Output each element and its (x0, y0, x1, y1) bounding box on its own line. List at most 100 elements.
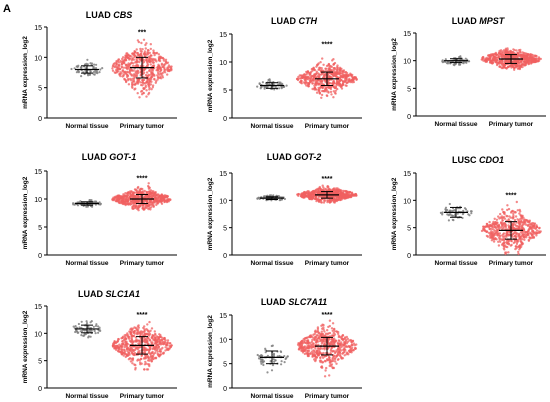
data-point (150, 360, 153, 363)
data-point (303, 78, 307, 82)
data-point (526, 224, 530, 227)
data-point (503, 66, 506, 69)
data-point (441, 211, 444, 214)
data-point (130, 79, 133, 82)
y-tick-label: 10 (34, 55, 42, 62)
data-point (309, 80, 313, 83)
data-point (333, 190, 336, 193)
data-point (142, 87, 145, 91)
data-point (136, 186, 139, 190)
data-point (262, 363, 265, 367)
data-point (348, 74, 351, 77)
data-point (314, 347, 317, 350)
data-point (519, 225, 522, 228)
data-point (524, 53, 527, 56)
data-point (262, 195, 265, 198)
data-point (95, 63, 98, 66)
data-point (485, 222, 489, 226)
data-point (82, 334, 85, 337)
data-point (131, 358, 135, 361)
data-point (481, 57, 485, 60)
data-point (139, 74, 142, 77)
data-point (311, 335, 314, 338)
data-point (518, 208, 521, 212)
chart-title: LUAD GOT-2 (267, 152, 322, 162)
data-point (517, 222, 521, 225)
data-point (147, 83, 151, 86)
data-point (323, 359, 327, 363)
data-point (266, 371, 269, 374)
data-point (351, 75, 354, 78)
data-point (328, 75, 332, 78)
data-point (139, 58, 142, 62)
data-point (501, 219, 504, 222)
y-tick-label: 0 (38, 386, 42, 393)
data-point (147, 91, 151, 95)
data-point (135, 189, 138, 192)
data-point (145, 71, 149, 74)
data-point (337, 330, 340, 334)
data-point (331, 334, 334, 337)
data-point (114, 195, 117, 198)
data-point (152, 65, 155, 68)
data-point (112, 62, 116, 66)
data-point (147, 73, 150, 77)
data-point (119, 201, 122, 205)
data-point (519, 48, 522, 52)
data-point (331, 358, 334, 361)
data-point (329, 90, 333, 94)
data-point (116, 340, 119, 343)
data-point (495, 63, 499, 67)
data-point (143, 208, 146, 211)
data-point (328, 331, 332, 335)
data-point (314, 82, 318, 86)
data-point (446, 213, 449, 216)
data-point (85, 322, 89, 325)
data-point (489, 232, 492, 235)
data-point (319, 356, 322, 359)
data-point (328, 361, 332, 364)
data-point (328, 364, 331, 368)
data-point (331, 329, 334, 332)
data-point (527, 57, 530, 61)
data-point (533, 225, 536, 228)
data-point (298, 343, 301, 347)
y-tick-label: 5 (223, 362, 227, 369)
data-point (166, 68, 169, 72)
data-point (145, 328, 148, 331)
data-point (506, 204, 509, 207)
data-point (323, 90, 326, 93)
data-point (488, 57, 491, 61)
data-point (149, 57, 152, 60)
data-point (322, 351, 325, 355)
data-point (130, 69, 134, 72)
data-point (316, 79, 319, 82)
y-tick-label: 15 (219, 32, 227, 39)
data-point (518, 236, 521, 240)
data-point (143, 82, 147, 85)
data-point (335, 82, 338, 85)
data-point (344, 76, 347, 79)
data-point (148, 334, 151, 337)
y-axis-label: mRNA expression_log2 (22, 36, 29, 109)
data-point (146, 48, 150, 52)
y-tick-label: 5 (38, 86, 42, 93)
data-point (133, 73, 137, 77)
data-point (310, 192, 313, 195)
data-point (303, 73, 306, 76)
data-point (313, 354, 317, 358)
data-point (503, 60, 507, 63)
data-point (166, 348, 169, 351)
data-point (345, 81, 348, 85)
data-point (123, 58, 126, 61)
data-point (508, 65, 511, 68)
data-point (345, 345, 348, 348)
data-point (483, 227, 486, 231)
data-point (152, 51, 155, 55)
data-point (74, 325, 77, 328)
data-point (332, 90, 335, 93)
data-point (335, 362, 338, 365)
data-point (340, 337, 343, 340)
data-point (158, 350, 161, 353)
